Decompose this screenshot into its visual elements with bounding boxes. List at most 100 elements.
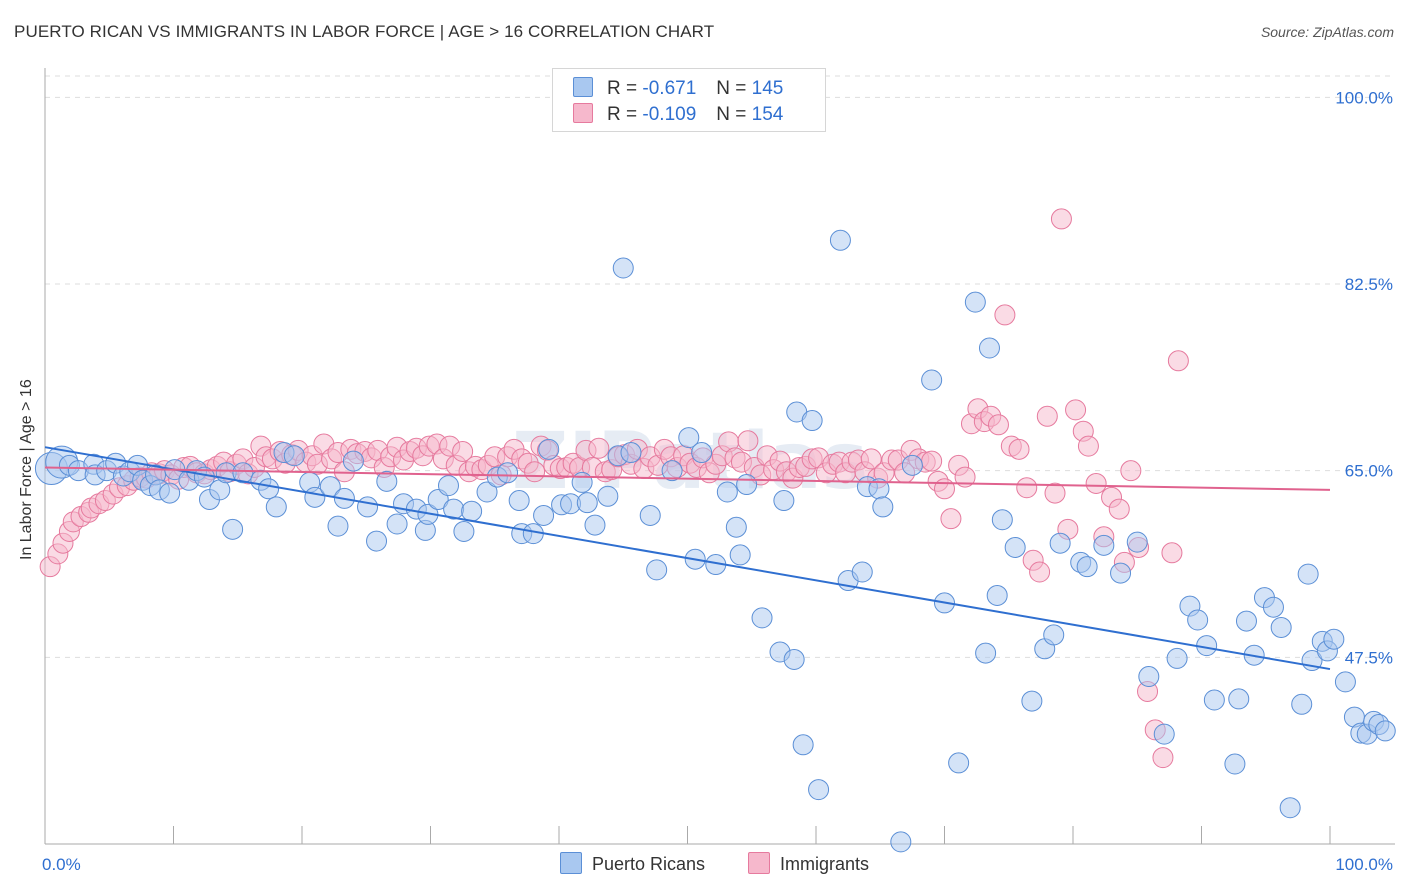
legend-n-value: 145	[751, 78, 784, 99]
puerto-rican-point	[1153, 723, 1175, 745]
puerto-rican-point	[801, 410, 823, 432]
puerto-rican-point	[538, 438, 560, 460]
puerto-rican-point	[1049, 532, 1071, 554]
puerto-rican-point	[1203, 689, 1225, 711]
blue-swatch-icon	[560, 852, 582, 874]
immigrant-point	[1029, 561, 1051, 583]
puerto-rican-point	[453, 520, 475, 542]
puerto-rican-point	[792, 734, 814, 756]
puerto-rican-point	[1270, 616, 1292, 638]
puerto-rican-point	[646, 559, 668, 581]
puerto-rican-point	[437, 475, 459, 497]
puerto-rican-point	[1110, 562, 1132, 584]
puerto-rican-point	[1138, 666, 1160, 688]
immigrant-point	[994, 304, 1016, 326]
y-tick-label: 82.5%	[1345, 275, 1393, 294]
puerto-ricans-trend-line	[44, 446, 1331, 671]
puerto-rican-point	[978, 337, 1000, 359]
immigrant-point	[1008, 438, 1030, 460]
puerto-rican-point	[661, 460, 683, 482]
immigrant-point	[1108, 498, 1130, 520]
immigrant-point	[1120, 460, 1142, 482]
puerto-rican-point	[1166, 647, 1188, 669]
puerto-rican-point	[808, 779, 830, 801]
legend-n-label: N =	[716, 104, 747, 125]
puerto-rican-point	[678, 427, 700, 449]
puerto-rican-point	[1093, 534, 1115, 556]
immigrant-point	[954, 466, 976, 488]
puerto-rican-point	[1334, 671, 1356, 693]
source-label: Source: ZipAtlas.com	[1260, 24, 1394, 40]
immigrant-point	[934, 478, 955, 500]
x-tick-label: 100.0%	[1335, 855, 1393, 874]
puerto-rican-point	[1279, 797, 1301, 819]
bottom-legend-label: Puerto Ricans	[592, 854, 706, 874]
puerto-rican-point	[901, 454, 923, 476]
immigrant-point	[1016, 477, 1038, 499]
immigrant-point	[1044, 482, 1066, 504]
puerto-rican-point	[612, 257, 634, 279]
puerto-rican-point	[222, 518, 244, 540]
x-tick-label: 0.0%	[42, 855, 81, 874]
legend-r-label: R =	[607, 78, 638, 99]
puerto-rican-point	[366, 530, 388, 552]
puerto-rican-point	[716, 481, 738, 503]
puerto-rican-point	[691, 442, 713, 464]
y-tick-label: 100.0%	[1335, 88, 1393, 107]
immigrant-point	[860, 448, 882, 470]
puerto-rican-point	[639, 504, 661, 526]
puerto-rican-point	[265, 496, 287, 518]
immigrant-point	[1077, 435, 1099, 457]
y-tick-label: 47.5%	[1345, 648, 1393, 667]
legend-r-label: R =	[607, 104, 638, 125]
immigrant-point	[1152, 747, 1174, 769]
legend-row-immigrants: R = -0.109 N = 154	[573, 103, 783, 125]
puerto-rican-point	[921, 369, 943, 391]
puerto-rican-point	[1235, 610, 1257, 632]
bottom-legend-immigrants: Immigrants	[748, 852, 869, 875]
puerto-rican-point	[508, 490, 530, 512]
immigrant-point	[452, 440, 474, 462]
puerto-rican-point	[258, 478, 280, 500]
pink-swatch-icon	[748, 852, 770, 874]
puerto-rican-point	[1187, 609, 1209, 631]
trend-lines	[44, 446, 1331, 671]
puerto-rican-point	[1126, 531, 1148, 553]
immigrant-point	[588, 437, 610, 459]
puerto-rican-point	[576, 492, 598, 514]
puerto-rican-point	[1374, 720, 1396, 742]
puerto-rican-point	[1228, 688, 1250, 710]
puerto-rican-point	[1297, 563, 1319, 585]
immigrant-point	[737, 430, 759, 452]
immigrant-point	[524, 461, 546, 483]
bottom-legend-label: Immigrants	[780, 854, 870, 874]
y-tick-label: 65.0%	[1345, 462, 1393, 481]
legend-n-label: N =	[716, 78, 747, 99]
puerto-rican-point	[571, 471, 593, 493]
immigrant-point	[1050, 208, 1072, 230]
puerto-rican-point	[159, 482, 181, 504]
puerto-rican-point	[461, 500, 483, 522]
y-axis-label: In Labor Force | Age > 16	[18, 379, 35, 560]
puerto-ricans-points	[34, 229, 1396, 853]
immigrant-point	[1065, 399, 1087, 421]
puerto-rican-point	[1076, 556, 1098, 578]
immigrant-point	[1161, 542, 1183, 564]
puerto-rican-point	[620, 442, 642, 464]
puerto-rican-point	[872, 496, 894, 518]
puerto-rican-point	[283, 445, 305, 467]
chart-title: PUERTO RICAN VS IMMIGRANTS IN LABOR FORC…	[14, 22, 715, 41]
immigrant-point	[1085, 472, 1107, 494]
puerto-rican-point	[890, 831, 912, 853]
puerto-rican-point	[975, 642, 997, 664]
puerto-rican-point	[327, 515, 349, 537]
immigrant-point	[940, 508, 962, 530]
puerto-rican-point	[497, 462, 519, 484]
puerto-rican-point	[1021, 690, 1043, 712]
puerto-rican-point	[1323, 628, 1345, 650]
puerto-rican-point	[736, 474, 758, 496]
legend-n-value: 154	[751, 104, 784, 125]
puerto-rican-point	[829, 229, 851, 251]
puerto-rican-point	[1043, 624, 1065, 646]
